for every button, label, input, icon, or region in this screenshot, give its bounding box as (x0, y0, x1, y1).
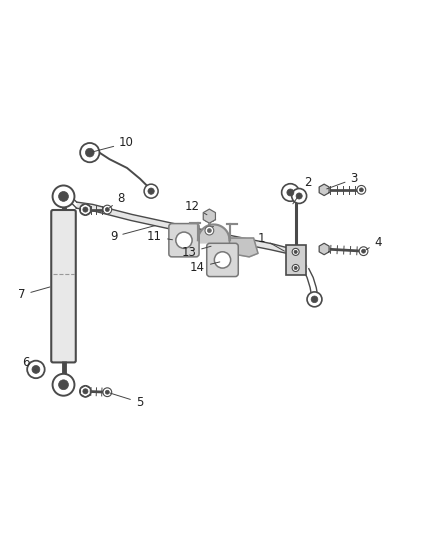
Circle shape (53, 185, 74, 207)
Text: 14: 14 (190, 261, 220, 274)
Circle shape (292, 248, 299, 255)
Circle shape (282, 184, 299, 201)
Text: 7: 7 (18, 287, 50, 302)
Circle shape (83, 207, 88, 212)
Circle shape (80, 386, 91, 397)
Circle shape (359, 247, 368, 255)
Polygon shape (76, 202, 308, 270)
Circle shape (105, 390, 110, 394)
Polygon shape (230, 238, 258, 257)
Circle shape (80, 143, 99, 162)
Circle shape (85, 148, 94, 157)
Text: 11: 11 (147, 230, 173, 243)
Circle shape (59, 380, 68, 390)
FancyBboxPatch shape (51, 210, 76, 362)
Circle shape (59, 191, 68, 201)
Circle shape (359, 188, 363, 192)
Circle shape (53, 374, 74, 395)
Text: 1: 1 (258, 231, 284, 251)
Text: 4: 4 (366, 236, 382, 250)
Text: 9: 9 (110, 225, 155, 243)
Text: 10: 10 (92, 136, 134, 152)
Circle shape (292, 189, 307, 204)
Circle shape (208, 229, 212, 232)
Circle shape (361, 249, 365, 253)
Circle shape (103, 388, 112, 397)
Polygon shape (81, 386, 90, 397)
Circle shape (83, 389, 88, 394)
Circle shape (80, 204, 91, 215)
Circle shape (148, 188, 154, 195)
Polygon shape (319, 184, 329, 196)
Text: 13: 13 (181, 246, 211, 259)
Circle shape (296, 193, 302, 199)
FancyBboxPatch shape (169, 223, 199, 257)
Text: 2: 2 (293, 176, 312, 204)
Circle shape (144, 184, 158, 198)
Circle shape (27, 361, 45, 378)
Circle shape (287, 189, 294, 196)
Circle shape (205, 226, 214, 235)
Circle shape (294, 266, 297, 270)
Polygon shape (203, 209, 215, 223)
Circle shape (294, 251, 297, 254)
FancyBboxPatch shape (286, 245, 306, 275)
Circle shape (311, 296, 318, 303)
Circle shape (105, 207, 110, 212)
Polygon shape (81, 204, 90, 215)
FancyBboxPatch shape (207, 243, 238, 277)
Text: 5: 5 (110, 393, 143, 409)
Text: 8: 8 (110, 192, 125, 208)
Circle shape (357, 185, 366, 194)
Text: 6: 6 (22, 357, 36, 370)
Circle shape (292, 264, 299, 271)
Polygon shape (319, 243, 329, 255)
Circle shape (214, 252, 231, 268)
Circle shape (103, 205, 112, 214)
Circle shape (32, 366, 40, 374)
Circle shape (176, 232, 192, 248)
Text: 12: 12 (184, 199, 207, 215)
Circle shape (307, 292, 322, 307)
Text: 3: 3 (327, 172, 358, 189)
